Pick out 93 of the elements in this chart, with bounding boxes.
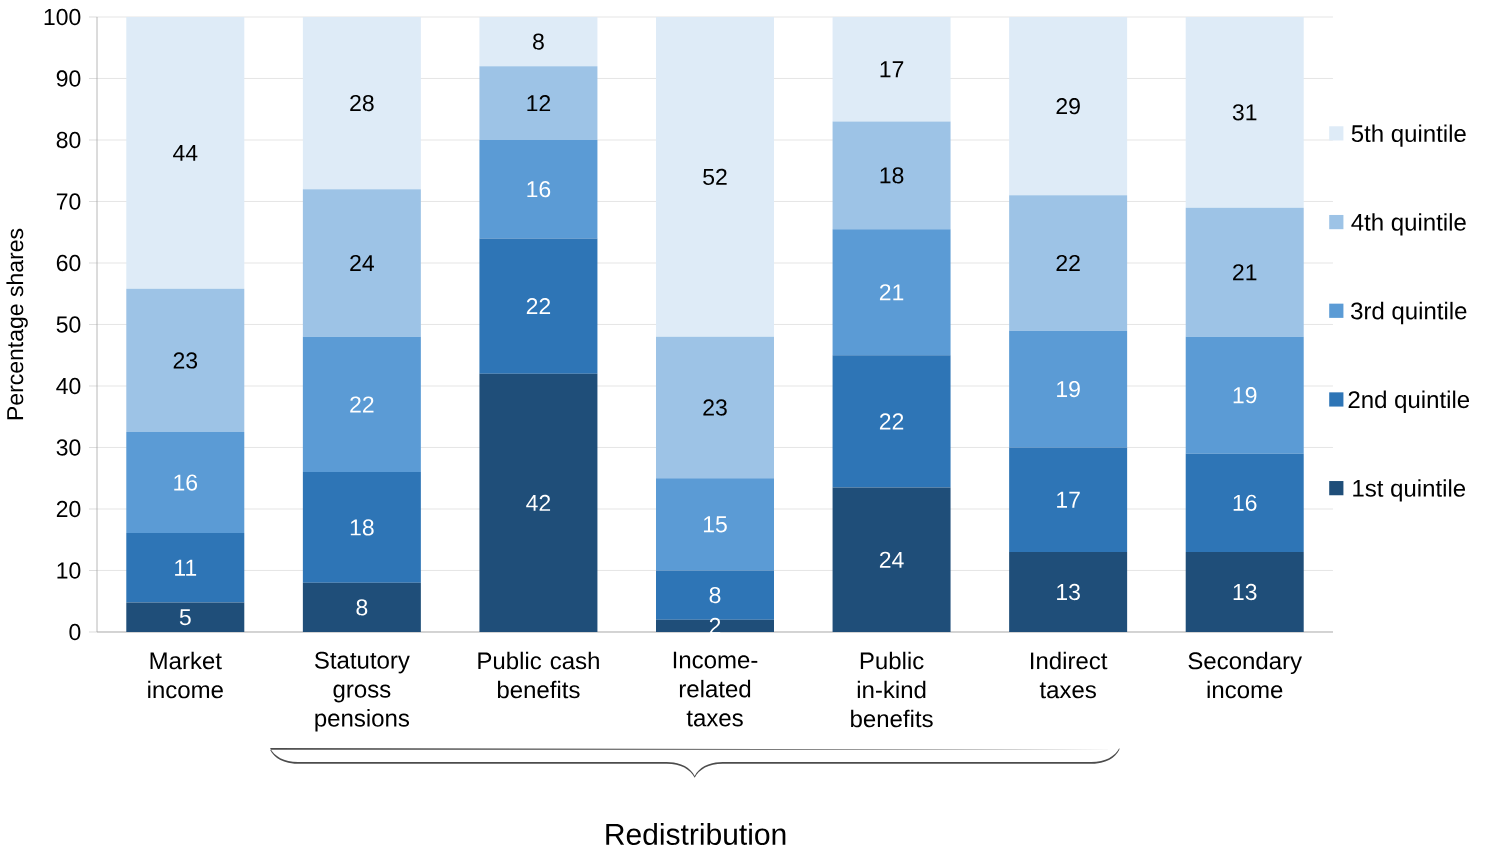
y-tick-label: 0	[69, 623, 81, 641]
y-tick-label: 50	[56, 316, 81, 333]
bar	[126, 16, 245, 289]
bar	[1185, 453, 1304, 553]
data-label: 52	[703, 168, 727, 186]
data-label: 18	[350, 519, 374, 536]
data-label: 8	[356, 599, 368, 616]
x-tick-label: Income-related taxes	[673, 651, 758, 727]
data-label: 5	[179, 609, 191, 626]
bar	[126, 288, 245, 433]
y-tick-label: 10	[57, 562, 81, 579]
bar	[479, 373, 598, 632]
bar	[479, 238, 598, 374]
text: Redistribution	[606, 822, 786, 845]
data-label: 13	[1057, 583, 1080, 601]
y-tick-label: 30	[56, 439, 81, 456]
bar	[656, 16, 774, 337]
data-label: 22	[350, 396, 374, 413]
bar	[302, 472, 421, 583]
data-label: 8	[533, 33, 544, 50]
x-tick-label: Statutory gross pensions	[314, 651, 410, 732]
data-label: 23	[173, 352, 198, 369]
bar	[1185, 207, 1304, 337]
data-label: 17	[880, 61, 904, 78]
y-tick-label: 70	[56, 193, 81, 210]
bar	[302, 336, 421, 473]
y-tick-label: 100	[44, 8, 81, 26]
data-label: 24	[350, 254, 374, 272]
bar	[302, 582, 421, 632]
data-label: 28	[350, 94, 374, 112]
data-label: 12	[527, 95, 551, 112]
data-label: 13	[1233, 583, 1257, 601]
bar	[302, 189, 421, 337]
y-tick-label: 40	[56, 377, 81, 395]
legend-label: 4th quintile	[1351, 213, 1466, 236]
data-label: 31	[1232, 104, 1257, 121]
y-tick-label: 80	[56, 131, 81, 149]
bar	[126, 602, 245, 632]
bar	[1009, 330, 1128, 448]
legend-label: 5th quintile	[1351, 124, 1466, 147]
bar	[1185, 336, 1304, 454]
bar	[832, 16, 951, 122]
bar	[832, 121, 951, 230]
data-label: 15	[703, 516, 727, 533]
x-tick-label: Public in-kind benefits	[851, 651, 933, 728]
data-label: 23	[703, 399, 727, 416]
legend-label: 1st quintile	[1353, 479, 1466, 502]
bar	[656, 336, 774, 479]
x-tick-label: Indirect taxes	[1031, 651, 1108, 699]
data-label: 16	[174, 474, 198, 491]
x-tick-label: Public cash benefits	[478, 651, 599, 699]
x-tick-label: Secondary income	[1188, 651, 1303, 699]
data-label: 21	[879, 284, 904, 301]
bar	[1009, 16, 1128, 196]
bar	[479, 66, 598, 140]
bar	[1009, 447, 1128, 553]
bar	[832, 355, 951, 488]
data-label: 17	[1057, 491, 1080, 508]
bar	[302, 16, 421, 190]
y-axis-title: Percentage shares	[6, 228, 28, 420]
data-label: 11	[175, 559, 197, 576]
data-label: 21	[1233, 264, 1257, 281]
data-label: 42	[526, 494, 551, 511]
bar	[1009, 552, 1128, 632]
data-label: 18	[880, 167, 904, 184]
bar	[832, 229, 951, 356]
bar	[1009, 195, 1128, 331]
y-tick-label: 60	[56, 254, 81, 272]
bar	[126, 432, 245, 533]
bar	[1185, 552, 1304, 632]
bar	[656, 619, 774, 632]
data-label: 19	[1233, 387, 1257, 404]
data-label: 8	[709, 586, 721, 604]
y-tick-label: 90	[56, 70, 81, 87]
bar	[1185, 16, 1304, 208]
legend-label: 2nd quintile	[1348, 390, 1470, 413]
y-tick-label: 20	[56, 500, 81, 518]
bar	[656, 478, 774, 571]
data-label: 44	[173, 145, 198, 161]
bar	[126, 532, 245, 603]
data-label: 24	[879, 551, 904, 568]
data-label: 29	[1056, 98, 1080, 115]
data-label: 22	[1056, 254, 1080, 272]
legend-label: 3rd quintile	[1351, 301, 1467, 325]
data-label: 19	[1057, 380, 1080, 398]
data-label: 22	[879, 413, 904, 430]
bar	[479, 16, 598, 67]
bar	[832, 487, 951, 632]
data-label: 16	[527, 181, 551, 198]
data-label: 16	[1233, 494, 1257, 511]
data-label: 22	[526, 298, 551, 315]
bar	[479, 139, 598, 239]
x-tick-label: Market income	[148, 651, 223, 699]
